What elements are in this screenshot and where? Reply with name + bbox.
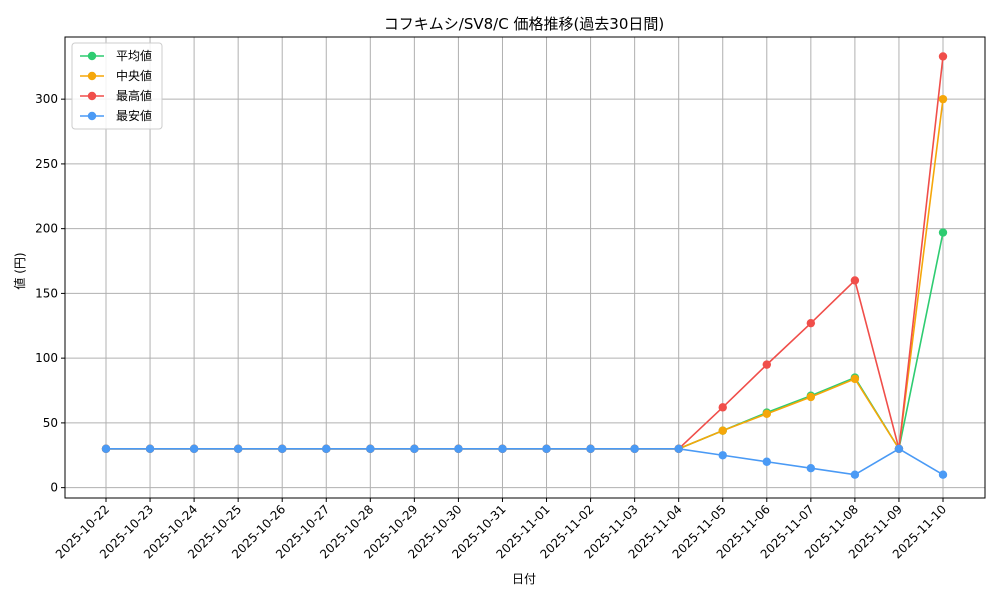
data-point	[850, 276, 860, 285]
grid	[65, 37, 985, 498]
legend-label: 最安値	[116, 108, 152, 123]
y-axis: 0 50 100 150 200 250 300	[35, 92, 65, 495]
y-tick-label: 250	[35, 157, 58, 171]
data-point	[101, 444, 111, 453]
data-point	[938, 228, 948, 237]
data-point	[806, 392, 816, 402]
data-point	[850, 374, 860, 384]
data-point	[233, 444, 243, 453]
legend-box	[71, 42, 163, 130]
legend-marker	[87, 71, 97, 81]
data-point	[850, 470, 860, 479]
y-axis-title: 値 (円)	[12, 252, 27, 289]
data-point	[938, 470, 948, 479]
chart-title: コフキムシ/SV8/C 価格推移(過去30日間)	[384, 15, 664, 33]
data-point	[630, 444, 639, 453]
series-line	[106, 56, 944, 450]
data-point	[454, 444, 463, 453]
y-tick-label: 50	[43, 416, 58, 430]
legend-label: 最高値	[116, 88, 152, 103]
data-point	[718, 451, 727, 460]
series-line	[106, 447, 944, 476]
data-point	[189, 444, 199, 453]
data-point	[762, 360, 771, 369]
series-layer	[101, 52, 948, 479]
data-point	[145, 444, 155, 453]
data-point	[498, 444, 507, 453]
y-tick-label: 100	[35, 351, 58, 365]
data-point	[718, 403, 727, 412]
data-point	[938, 94, 948, 104]
data-point	[806, 464, 816, 473]
data-point	[542, 444, 551, 453]
data-point	[278, 444, 287, 453]
data-point	[762, 409, 771, 419]
series-line	[106, 232, 944, 451]
legend-marker	[87, 111, 97, 121]
data-point	[586, 444, 595, 453]
data-point	[762, 457, 771, 466]
legend-marker	[87, 91, 97, 101]
y-tick-label: 300	[35, 92, 58, 106]
x-axis-title: 日付	[512, 572, 536, 586]
legend-label: 平均値	[116, 48, 152, 63]
data-point	[806, 318, 816, 328]
data-point	[938, 52, 948, 61]
x-axis: 2025-10-222025-10-232025-10-242025-10-25…	[53, 498, 949, 561]
data-point	[366, 444, 375, 453]
legend-label: 中央値	[116, 68, 152, 83]
data-point	[322, 444, 331, 453]
data-point	[718, 426, 727, 435]
series-line	[106, 99, 944, 452]
y-tick-label: 0	[50, 481, 58, 495]
data-point	[410, 444, 419, 453]
plot-frame	[64, 36, 986, 499]
data-point	[894, 444, 904, 453]
data-point	[674, 444, 683, 453]
legend-marker	[87, 51, 97, 61]
y-tick-label: 150	[35, 286, 58, 300]
y-tick-label: 200	[35, 222, 58, 236]
